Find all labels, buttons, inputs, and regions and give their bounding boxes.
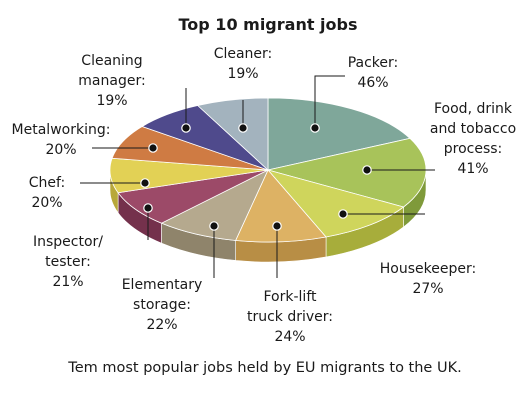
slice-marker-dot-6 xyxy=(140,178,150,188)
slice-marker-dot-5 xyxy=(143,203,153,213)
chart-title: Top 10 migrant jobs xyxy=(179,15,358,34)
chart-caption: Tem most popular jobs held by EU migrant… xyxy=(67,360,461,376)
pie-tops xyxy=(109,97,427,243)
leader-line-0 xyxy=(314,75,345,128)
pie-slice-1 xyxy=(267,137,427,208)
slice-marker-dot-9 xyxy=(238,123,248,133)
slice-marker-dot-2 xyxy=(338,209,348,219)
slice-label-2: Housekeeper: 27% xyxy=(380,261,476,297)
slice-label-4: Elementary storage: 22% xyxy=(122,277,203,333)
slice-marker-dot-8 xyxy=(181,123,191,133)
slice-marker-dot-4 xyxy=(209,221,219,231)
slice-label-0: Packer: 46% xyxy=(348,55,399,91)
slice-label-8: Cleaning manager: 19% xyxy=(78,53,145,109)
pie-slice-2 xyxy=(266,169,405,238)
slice-label-6: Chef: 20% xyxy=(29,175,65,211)
pie-slice-4 xyxy=(160,169,269,241)
slice-label-5: Inspector/tester: 21% xyxy=(33,234,103,290)
slice-marker-dot-7 xyxy=(148,143,158,153)
slice-label-7: Metalworking: 20% xyxy=(12,122,111,158)
slice-marker-dot-0 xyxy=(310,123,320,133)
pie-slice-0 xyxy=(267,97,411,171)
slice-marker-dot-3 xyxy=(272,221,282,231)
pie-slice-9 xyxy=(196,97,269,171)
slice-marker-dot-1 xyxy=(362,165,372,175)
slice-label-3: Fork-lift truck driver: 24% xyxy=(247,289,333,345)
pie-slice-3 xyxy=(235,169,327,243)
pie-sides xyxy=(109,169,427,263)
pie-labels: Packer: 46% Food, drink and tobacco process:… xyxy=(12,46,517,345)
slice-label-1: Food, drink and tobacco process: 41% xyxy=(430,101,516,177)
pie-leaders xyxy=(80,75,435,278)
slice-label-9: Cleaner: 19% xyxy=(214,46,273,82)
